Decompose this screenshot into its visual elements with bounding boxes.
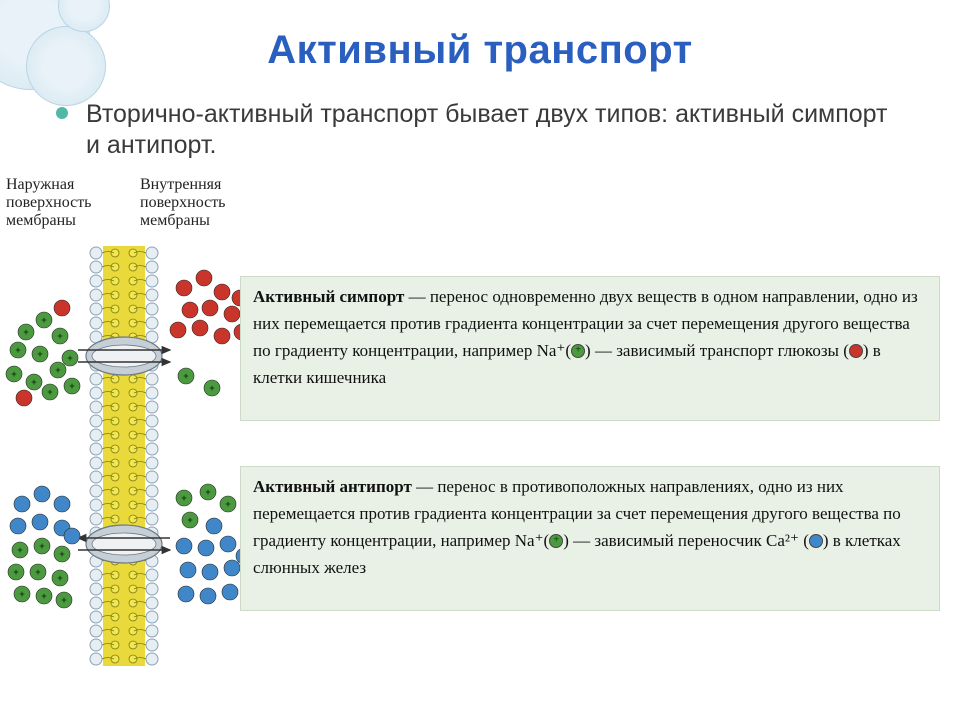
definition-symport: Активный симпорт — перенос одновременно … (240, 276, 940, 421)
svg-text:+: + (181, 493, 186, 503)
membrane-diagram: ++++++++++++++++++++++++++ (0, 236, 260, 676)
svg-text:+: + (13, 567, 18, 577)
svg-text:+: + (183, 371, 188, 381)
svg-text:+: + (11, 369, 16, 379)
svg-text:+: + (23, 327, 28, 337)
bullet-text: Вторично-активный транспорт бывает двух … (86, 100, 887, 159)
bullet-dot-icon (56, 107, 68, 119)
svg-text:+: + (209, 383, 214, 393)
label-inner-surface: Внутренняяповерхностьмембраны (140, 176, 225, 231)
svg-text:+: + (41, 315, 46, 325)
svg-text:+: + (57, 573, 62, 583)
svg-text:+: + (69, 381, 74, 391)
svg-text:+: + (225, 499, 230, 509)
svg-text:+: + (205, 487, 210, 497)
definition-antiport: Активный антипорт — перенос в противопол… (240, 466, 940, 611)
slide-title: Активный транспорт (0, 0, 960, 73)
svg-text:+: + (47, 387, 52, 397)
svg-text:+: + (41, 591, 46, 601)
svg-text:+: + (35, 567, 40, 577)
svg-text:+: + (31, 377, 36, 387)
bullet-text-block: Вторично-активный транспорт бывает двух … (0, 73, 960, 176)
svg-text:+: + (15, 345, 20, 355)
svg-text:+: + (39, 541, 44, 551)
svg-text:+: + (59, 549, 64, 559)
svg-text:+: + (19, 589, 24, 599)
svg-text:+: + (67, 353, 72, 363)
svg-text:+: + (37, 349, 42, 359)
svg-text:+: + (187, 515, 192, 525)
svg-text:+: + (57, 331, 62, 341)
label-outer-surface: Наружнаяповерхностьмембраны (6, 176, 91, 231)
svg-text:+: + (61, 595, 66, 605)
figure-area: Наружнаяповерхностьмембраны Внутренняяпо… (0, 176, 960, 676)
svg-text:+: + (55, 365, 60, 375)
svg-text:+: + (17, 545, 22, 555)
